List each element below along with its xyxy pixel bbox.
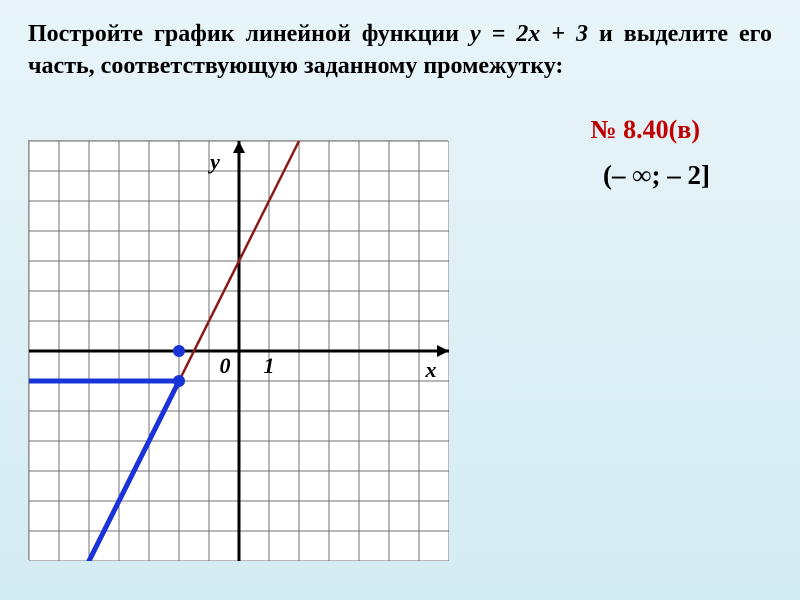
page-container: Постройте график линейной функции y = 2x…: [0, 0, 800, 600]
chart-container: yx01: [28, 140, 448, 560]
svg-text:0: 0: [220, 353, 231, 378]
interval-text: (– ∞; – 2]: [603, 160, 710, 191]
title-func: y = 2x + 3: [470, 21, 588, 47]
exercise-number: № 8.40(в): [591, 115, 700, 145]
title-pre: Постройте график линейной функции: [28, 21, 470, 47]
svg-text:x: x: [425, 357, 437, 382]
svg-text:1: 1: [264, 353, 275, 378]
problem-title: Постройте график линейной функции y = 2x…: [28, 18, 772, 83]
chart-svg: yx01: [29, 141, 449, 561]
